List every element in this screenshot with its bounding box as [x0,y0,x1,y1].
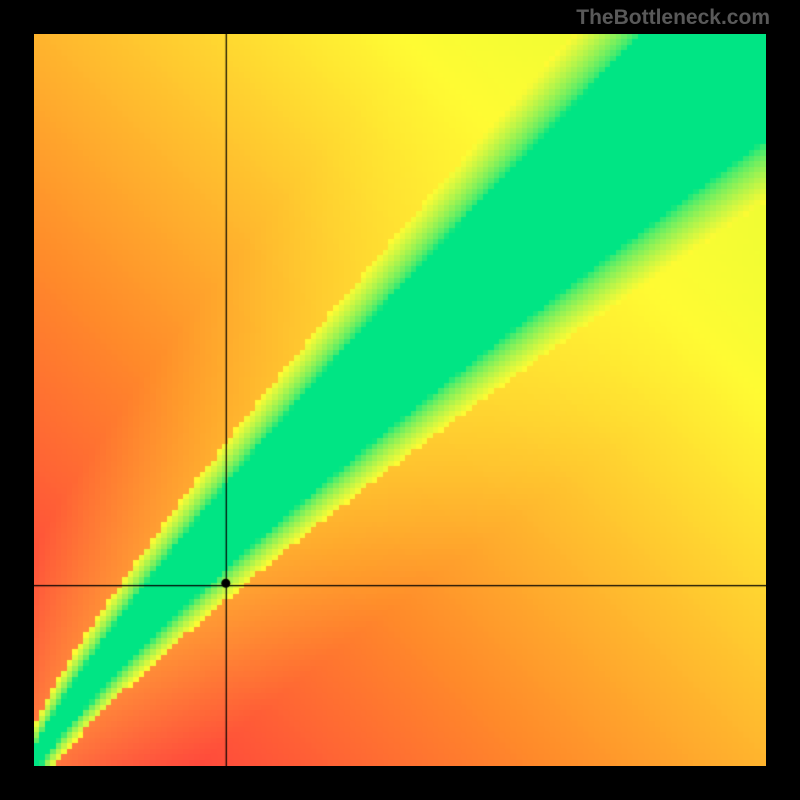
attribution-text: TheBottleneck.com [576,6,770,30]
chart-container: TheBottleneck.com [0,0,800,800]
bottleneck-heatmap-canvas [34,34,766,766]
